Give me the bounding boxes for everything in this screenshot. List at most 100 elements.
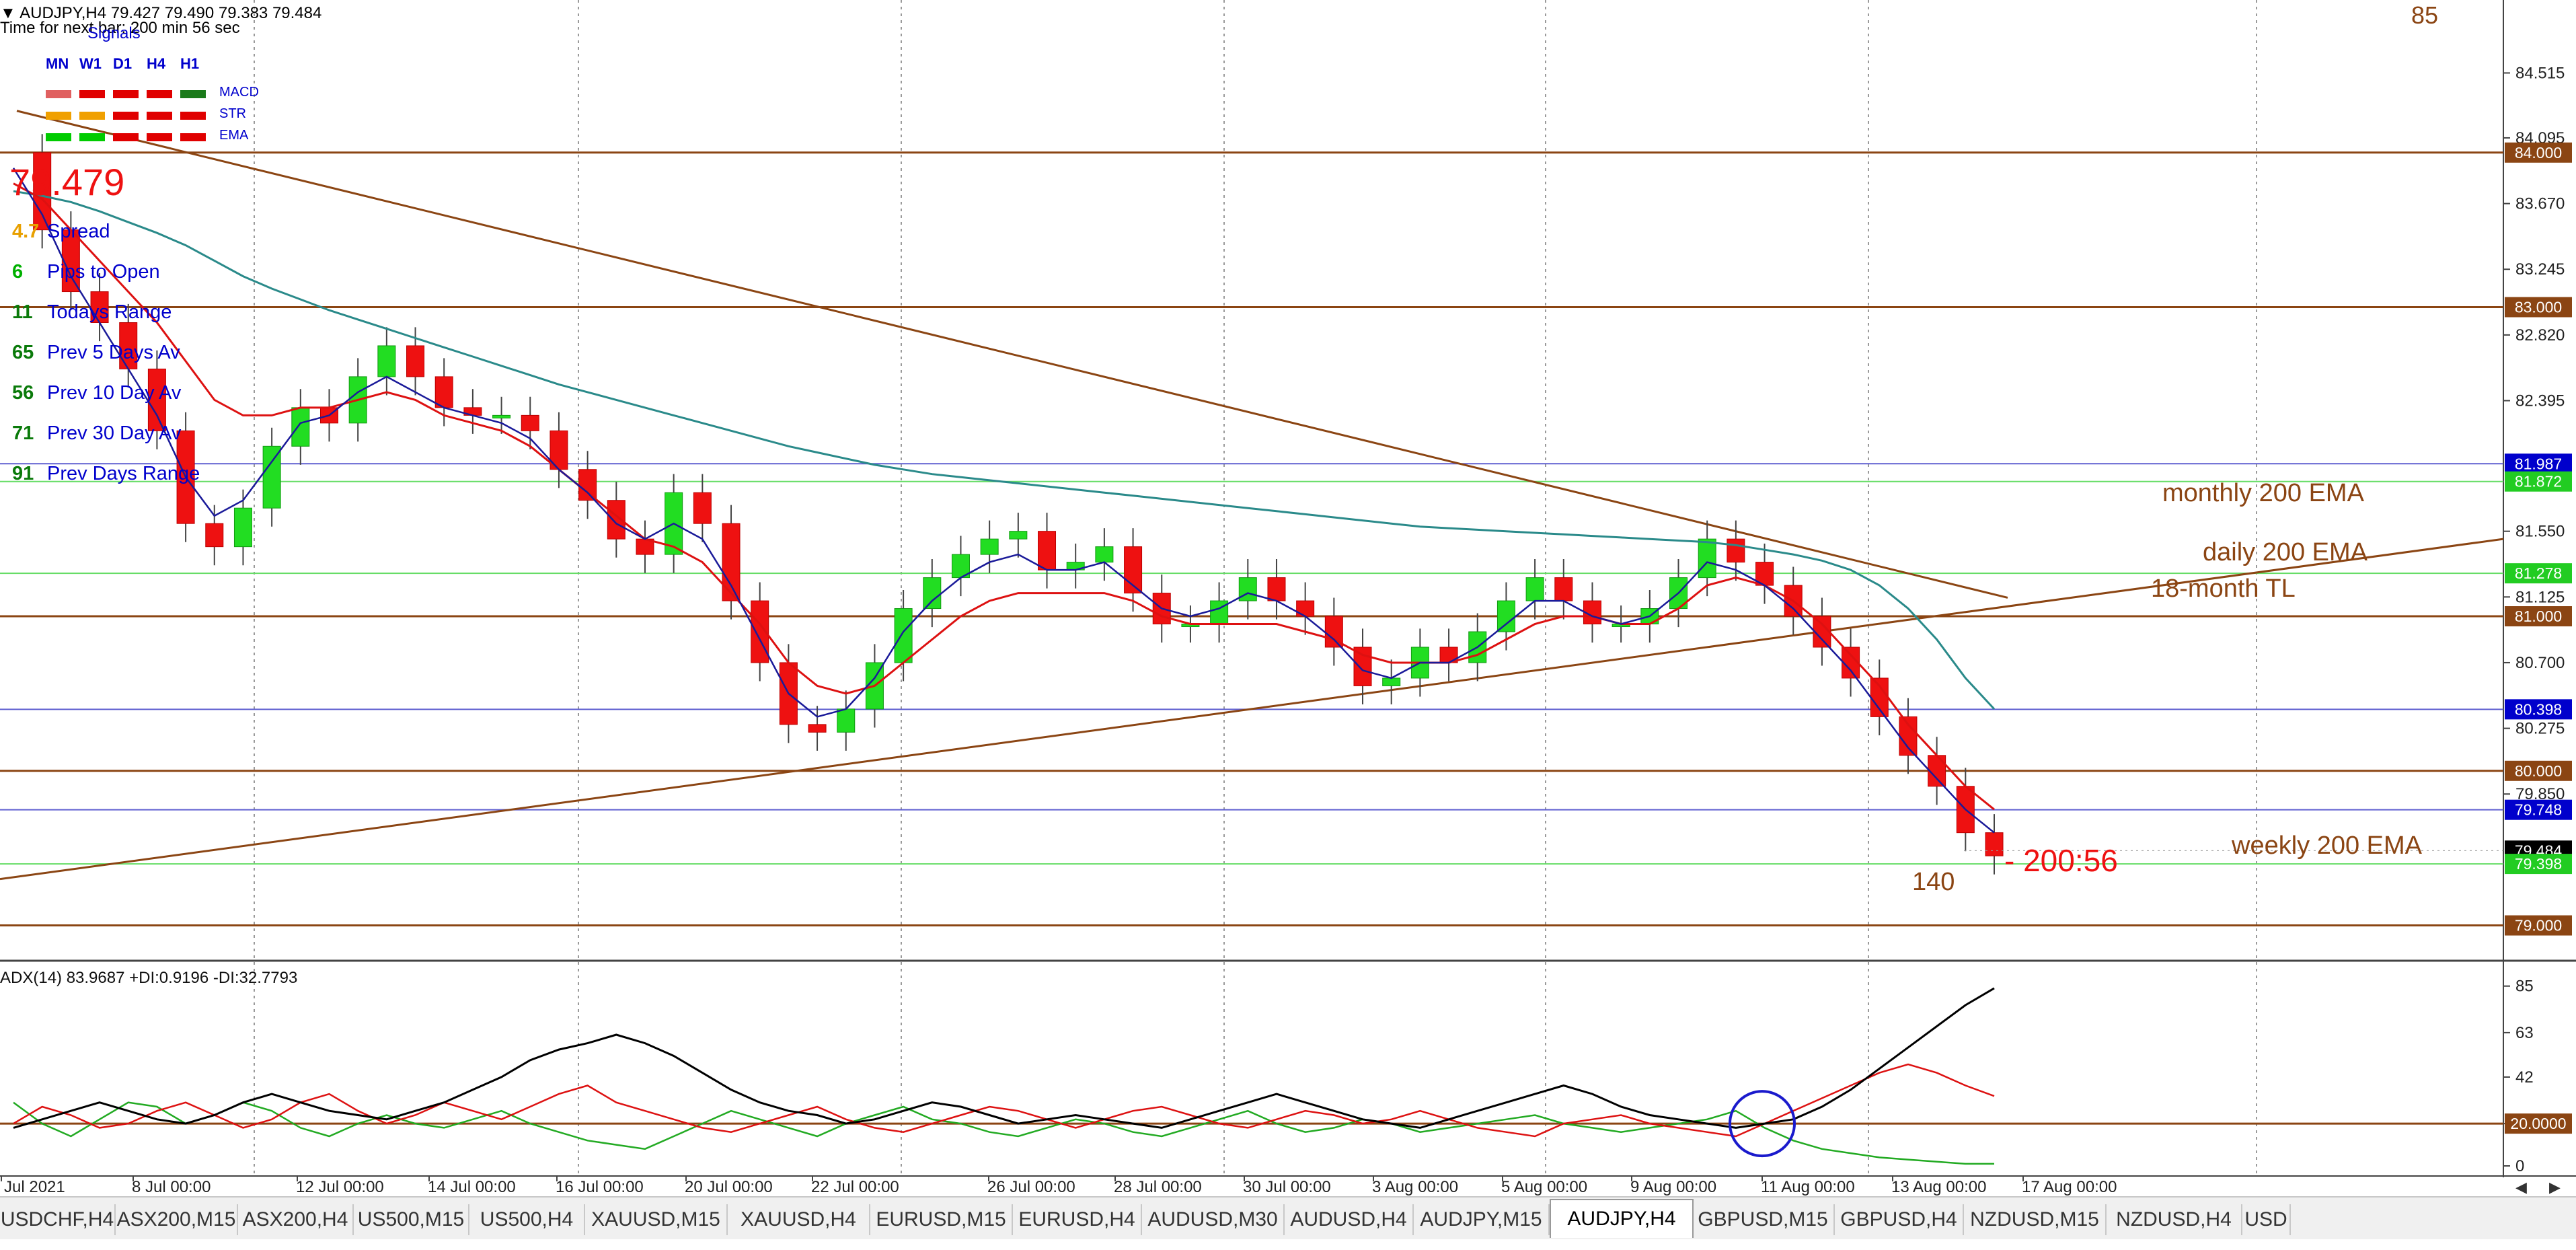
bear-candle bbox=[808, 724, 827, 733]
bull-candle bbox=[1698, 538, 1716, 579]
time-axis-label: 26 Jul 00:00 bbox=[987, 1178, 1075, 1196]
chart-tab-eurusd-h4[interactable]: EURUSD,H4 bbox=[1013, 1204, 1142, 1235]
bear-candle bbox=[1267, 577, 1286, 601]
signal-timeframe-w1: W1 bbox=[79, 55, 102, 72]
price-tag-label: 79.748 bbox=[2515, 801, 2562, 819]
bear-candle bbox=[578, 469, 597, 501]
chart-tab-audjpy-h4[interactable]: AUDJPY,H4 bbox=[1550, 1199, 1694, 1238]
signal-cell-ema bbox=[46, 133, 71, 141]
bear-candle bbox=[205, 523, 224, 548]
chart-tab-audusd-m30[interactable]: AUDUSD,M30 bbox=[1142, 1204, 1285, 1235]
price-tag-bg bbox=[2505, 799, 2572, 820]
chart-tab-nzdusd-h4[interactable]: NZDUSD,H4 bbox=[2107, 1204, 2242, 1235]
bear-candle bbox=[722, 523, 741, 601]
adx-tick-label: 42 bbox=[2515, 1068, 2534, 1087]
time-axis-label: 6 Jul 2021 bbox=[0, 1178, 65, 1196]
bull-candle bbox=[1095, 546, 1114, 563]
adx-plus-di-line bbox=[13, 1101, 1994, 1165]
chart-tab-gbpusd-h4[interactable]: GBPUSD,H4 bbox=[1835, 1204, 1964, 1235]
signal-cell-str bbox=[113, 112, 139, 120]
chart-tab-gbpusd-m15[interactable]: GBPUSD,M15 bbox=[1692, 1204, 1835, 1235]
price-tag-bg bbox=[2505, 453, 2572, 474]
bull-candle bbox=[1525, 577, 1544, 601]
adx-tick-label: 63 bbox=[2515, 1024, 2534, 1042]
time-axis-label: 13 Aug 00:00 bbox=[1891, 1178, 1986, 1196]
chart-tab-nzdusd-m15[interactable]: NZDUSD,M15 bbox=[1964, 1204, 2107, 1235]
bear-candle bbox=[1554, 577, 1573, 601]
signal-cell-str bbox=[79, 112, 105, 120]
bull-candle bbox=[377, 345, 396, 377]
price-tag-label: 80.398 bbox=[2515, 700, 2562, 718]
time-axis-label: 11 Aug 00:00 bbox=[1761, 1178, 1855, 1196]
scroll-left-icon[interactable]: ◀ bbox=[2515, 1179, 2527, 1196]
price-tag-bg bbox=[2505, 142, 2572, 163]
stat-row: 4.7 Spread bbox=[12, 221, 110, 243]
bear-candle bbox=[1899, 716, 1918, 756]
time-axis-label: 20 Jul 00:00 bbox=[685, 1178, 773, 1196]
stat-row: 11 Todays Range bbox=[12, 301, 172, 324]
time-axis-label: 8 Jul 00:00 bbox=[132, 1178, 211, 1196]
price-tag-bg bbox=[2505, 563, 2572, 584]
chart-tab-us500-m15[interactable]: US500,M15 bbox=[354, 1204, 469, 1235]
bull-candle bbox=[1382, 677, 1401, 686]
scroll-right-icon[interactable]: ▶ bbox=[2549, 1179, 2561, 1196]
ascending-18-month-trendline[interactable] bbox=[0, 538, 2504, 881]
collapse-triangle-icon[interactable]: ▼ bbox=[0, 4, 20, 22]
price-tag-bg bbox=[2505, 297, 2572, 318]
chart-tab-usd[interactable]: USD bbox=[2242, 1204, 2291, 1235]
adx-tick-label: 85 bbox=[2515, 978, 2534, 996]
adx-minus-di-line bbox=[13, 1063, 1995, 1138]
signal-timeframe-h4: H4 bbox=[147, 55, 166, 72]
chart-tab-asx200-m15[interactable]: ASX200,M15 bbox=[116, 1204, 238, 1235]
ema-fast-line bbox=[12, 168, 1995, 834]
time-axis-label: 3 Aug 00:00 bbox=[1372, 1178, 1458, 1196]
chart-tab-eurusd-m15[interactable]: EURUSD,M15 bbox=[870, 1204, 1013, 1235]
signal-cell-str bbox=[180, 112, 206, 120]
adx-tick-label: 0 bbox=[2515, 1157, 2524, 1175]
bear-candle bbox=[1870, 677, 1889, 717]
bear-candle bbox=[521, 414, 539, 431]
signal-timeframe-mn: MN bbox=[46, 55, 69, 72]
price-tag-label: 83.000 bbox=[2515, 299, 2562, 316]
time-axis-label: 12 Jul 00:00 bbox=[296, 1178, 384, 1196]
bear-candle bbox=[1727, 538, 1745, 563]
stat-row: 91 Prev Days Range bbox=[12, 463, 200, 485]
chart-tab-xauusd-h4[interactable]: XAUUSD,H4 bbox=[728, 1204, 870, 1235]
bull-candle bbox=[980, 538, 999, 555]
monthly-ema-label: monthly 200 EMA bbox=[2162, 479, 2364, 507]
chart-tab-audjpy-m15[interactable]: AUDJPY,M15 bbox=[1414, 1204, 1550, 1235]
price-chart-canvas[interactable]: 84.51584.09583.67083.24582.82082.39581.5… bbox=[0, 0, 2576, 1196]
price-tick-label: 82.395 bbox=[2515, 392, 2565, 410]
signal-cell-str bbox=[147, 112, 172, 120]
price-tick-label: 84.515 bbox=[2515, 64, 2565, 82]
daily-ema-label: daily 200 EMA bbox=[2203, 538, 2368, 566]
adx-indicator-header: ADX(14) 83.9687 +DI:0.9196 -DI:32.7793 bbox=[0, 969, 298, 987]
chart-tab-asx200-h4[interactable]: ASX200,H4 bbox=[238, 1204, 354, 1235]
signal-indicator-label: EMA bbox=[219, 128, 249, 143]
chart-tab-xauusd-m15[interactable]: XAUUSD,M15 bbox=[585, 1204, 728, 1235]
time-axis-label: 16 Jul 00:00 bbox=[556, 1178, 644, 1196]
descending-trendline[interactable] bbox=[16, 110, 2008, 599]
bull-candle bbox=[923, 577, 942, 610]
bear-candle bbox=[434, 376, 453, 408]
signal-timeframe-d1: D1 bbox=[113, 55, 132, 72]
signal-indicator-label: MACD bbox=[219, 85, 259, 100]
chart-tab-audusd-h4[interactable]: AUDUSD,H4 bbox=[1285, 1204, 1414, 1235]
chart-tab-bar: USDCHF,H4 ASX200,M15 ASX200,H4 US500,M15 US5… bbox=[0, 1196, 2576, 1239]
bear-candle bbox=[1985, 832, 2004, 856]
ema-slow-line bbox=[13, 190, 1996, 710]
stat-value: 11 bbox=[12, 301, 33, 323]
chart-tab-usdchf-h4[interactable]: USDCHF,H4 bbox=[0, 1204, 116, 1235]
price-tag-label: 84.000 bbox=[2515, 144, 2562, 161]
stat-row: 65 Prev 5 Days Av bbox=[12, 342, 180, 364]
stat-value: 4.7 bbox=[12, 221, 40, 242]
stat-value: 91 bbox=[12, 463, 34, 484]
time-axis-label: 28 Jul 00:00 bbox=[1114, 1178, 1202, 1196]
price-tag-label: 81.000 bbox=[2515, 608, 2562, 625]
bar-countdown-label: - 200:56 bbox=[2004, 843, 2118, 878]
stat-row: 6 Pips to Open bbox=[12, 261, 160, 283]
price-tag-label: 81.278 bbox=[2515, 564, 2562, 582]
chart-tab-us500-h4[interactable]: US500,H4 bbox=[469, 1204, 585, 1235]
adx-tick-label: 20.0000 bbox=[2510, 1115, 2566, 1132]
